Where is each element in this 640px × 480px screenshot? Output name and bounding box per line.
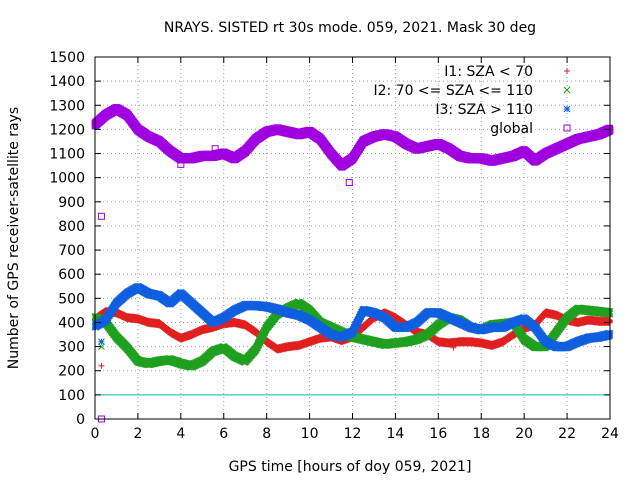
series-group [91, 104, 614, 423]
outlier-point-i1 [98, 362, 105, 369]
grid [95, 57, 610, 419]
chart-title: NRAYS. SISTED rt 30s mode. 059, 2021. Ma… [164, 20, 536, 36]
